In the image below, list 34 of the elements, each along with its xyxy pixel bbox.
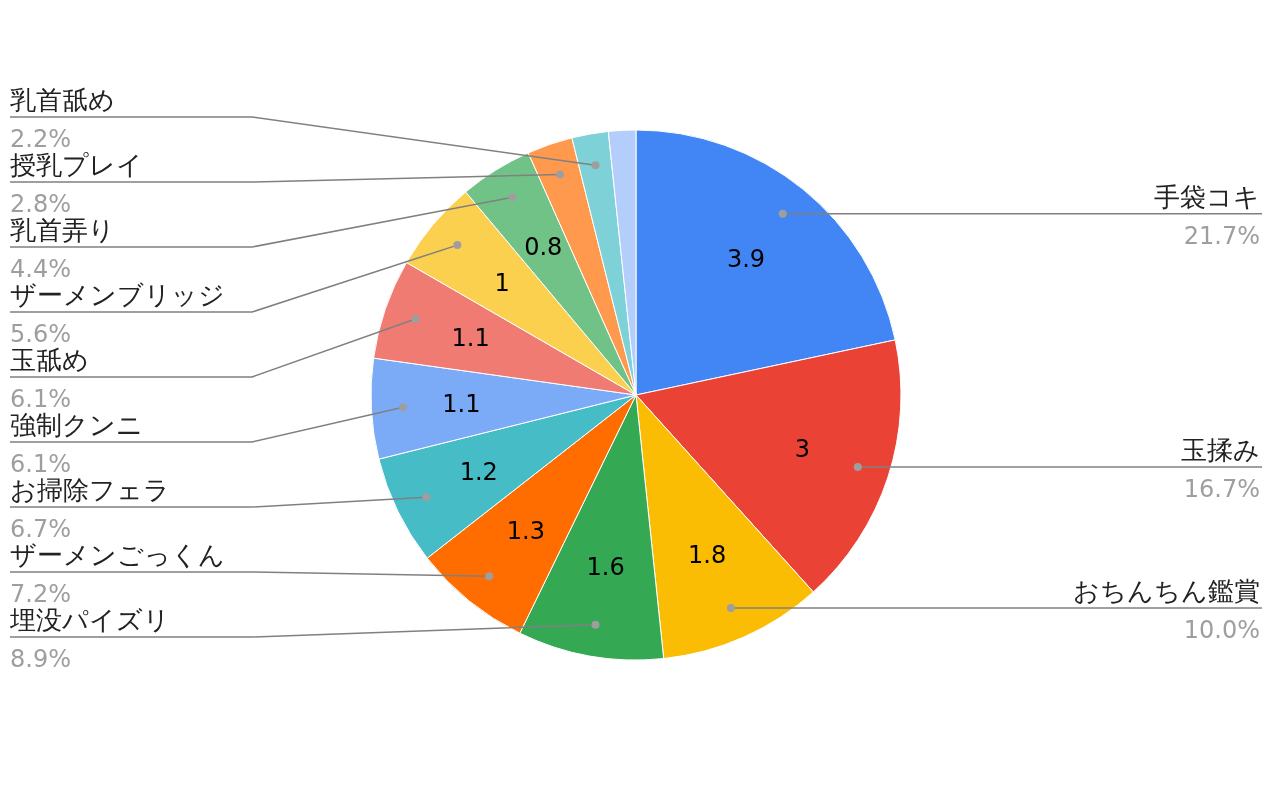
data-label: 1.1 xyxy=(451,324,490,353)
text: 2.8% xyxy=(10,190,71,218)
slice-label: 玉揉み xyxy=(1181,435,1260,466)
slice-label: 強制クンニ xyxy=(10,410,143,440)
text: 2.2% xyxy=(10,125,71,153)
data-label: 1.1 xyxy=(442,390,481,419)
slice-label: 乳首弄り xyxy=(10,215,115,245)
data-label: 3.9 xyxy=(726,245,766,274)
text: 8.9% xyxy=(10,645,71,673)
slice-label: 埋没パイズリ xyxy=(9,605,170,635)
slice-label: おちんちん鑑賞 xyxy=(1073,576,1260,607)
data-label: 1.2 xyxy=(459,457,498,486)
slice-label: ザーメンごっくん xyxy=(10,540,225,570)
text: 21.7% xyxy=(1183,221,1260,250)
text: 5.6% xyxy=(10,320,71,348)
slice-label: ザーメンブリッジ xyxy=(10,280,225,310)
data-label: 3 xyxy=(794,435,810,464)
slice-label: 手袋コキ xyxy=(1154,181,1260,212)
text: 10.0% xyxy=(1183,616,1260,645)
slice-label: 授乳プレイ xyxy=(10,150,143,180)
data-label: 1.6 xyxy=(586,553,625,582)
text: 6.1% xyxy=(10,385,71,413)
text: 7.2% xyxy=(10,580,71,608)
text: 6.7% xyxy=(10,515,71,543)
data-label: 1 xyxy=(494,268,510,297)
text: 6.1% xyxy=(10,450,71,478)
data-label: 1.8 xyxy=(688,540,727,569)
data-label: 0.8 xyxy=(524,232,563,261)
text: 16.7% xyxy=(1183,475,1260,504)
slice-label: お掃除フェラ xyxy=(10,475,170,505)
data-label: 1.3 xyxy=(506,516,546,545)
slice-label: 玉舐め xyxy=(10,345,89,375)
slice-label: 乳首舐め xyxy=(10,85,115,115)
text: 4.4% xyxy=(10,255,71,283)
